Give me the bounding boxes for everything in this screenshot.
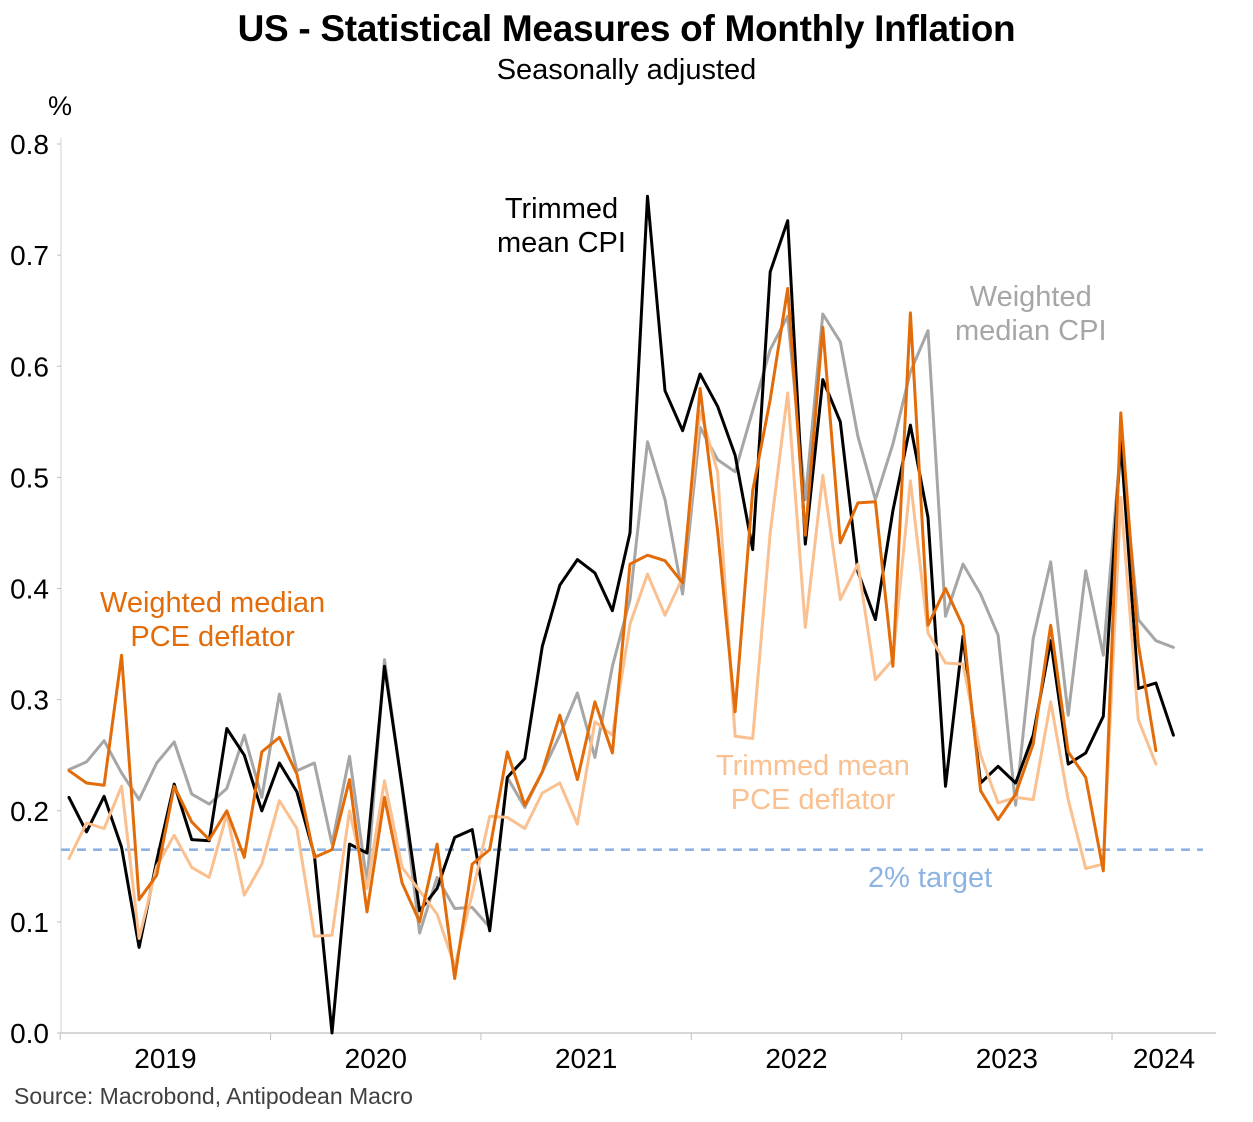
y-tick-label: 0.2	[10, 796, 49, 827]
y-tick-label: 0.7	[10, 240, 49, 271]
y-tick-label: 0.1	[10, 907, 49, 938]
series-line-trimmed-mean-cpi	[67, 194, 1175, 1035]
series-layer	[67, 194, 1175, 1035]
series-line-weighted-median-cpi	[67, 312, 1175, 935]
x-tick-label: 2020	[345, 1043, 407, 1074]
annotation-line: Weighted median	[100, 587, 326, 619]
y-tick-label: 0.0	[10, 1018, 49, 1049]
annotation-line: mean CPI	[497, 227, 626, 259]
annotation-line: PCE deflator	[730, 784, 896, 816]
x-tick-label: 2022	[765, 1043, 827, 1074]
x-tick-label: 2019	[134, 1043, 196, 1074]
annotation-line: median CPI	[955, 315, 1107, 347]
y-tick-label: 0.3	[10, 685, 49, 716]
annotation-line: PCE deflator	[130, 621, 295, 653]
annotation-target: 2% target	[868, 861, 992, 895]
chart-subtitle: Seasonally adjusted	[496, 54, 757, 86]
annotation-trimmed-mean-pce: Trimmed mean PCE deflator	[716, 749, 910, 817]
annotation-line: Trimmed	[504, 193, 619, 225]
annotation-line: Weighted	[969, 281, 1092, 313]
y-tick-label: 0.4	[10, 574, 49, 605]
source-note: Source: Macrobond, Antipodean Macro	[14, 1083, 413, 1109]
y-tick-label: 0.5	[10, 462, 49, 493]
series-line-weighted-median-pce-deflator	[67, 287, 1158, 980]
chart-title: US - Statistical Measures of Monthly Inf…	[237, 8, 1016, 49]
annotation-line: 2% target	[868, 862, 993, 894]
x-tick-label: 2021	[555, 1043, 617, 1074]
y-axis-unit-label: %	[48, 91, 72, 121]
y-tick-label: 0.6	[10, 351, 49, 382]
x-tick-label: 2023	[976, 1043, 1038, 1074]
annotation-trimmed-mean-cpi: Trimmed mean CPI	[497, 192, 626, 260]
y-tick-label: 0.8	[10, 129, 49, 160]
annotation-line: Trimmed mean	[716, 750, 910, 782]
series-line-trimmed-mean-pce-deflator	[67, 391, 1158, 968]
annotation-weighted-median-cpi: Weighted median CPI	[955, 280, 1107, 348]
x-tick-label: 2024	[1133, 1043, 1195, 1074]
axes: 0.0 0.1 0.2 0.3 0.4 0.5 0.6 0.7 0.8 2019 2020 2021 2…	[10, 129, 1216, 1074]
annotation-weighted-median-pce: Weighted median PCE deflator	[100, 586, 325, 654]
